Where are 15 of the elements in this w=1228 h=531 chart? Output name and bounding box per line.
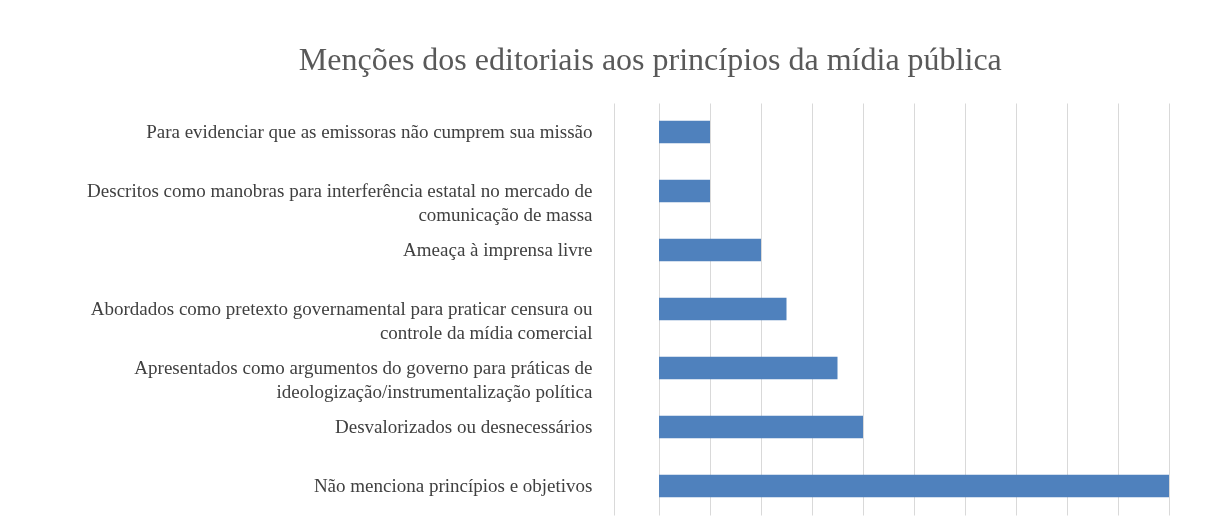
bar xyxy=(659,120,710,144)
y-tick-label: Não menciona princípios e objetivos xyxy=(313,475,593,497)
bar xyxy=(659,474,1169,498)
chart-title: Menções dos editoriais aos princípios da mídia pública xyxy=(298,41,1002,77)
bar xyxy=(659,415,863,439)
y-tick-label: Descritos como manobras para interferência estatal no mercado de comunicação de massa xyxy=(87,179,594,225)
y-tick-label: Para evidenciar que as emissoras não cumprem sua missão xyxy=(146,120,593,142)
bar xyxy=(659,297,787,321)
bar xyxy=(659,356,838,380)
y-tick-label: Desvalorizados ou desnecessários xyxy=(335,416,593,438)
y-tick-label: Ameaça à imprensa livre xyxy=(403,238,593,260)
bar xyxy=(659,238,761,262)
bar xyxy=(659,179,710,203)
y-tick-label: Abordados como pretexto governamental para praticar censura ou controle da mídia comercial xyxy=(90,298,593,343)
y-tick-label: Apresentados como argumentos do governo para práticas de ideologização/instrumentalização política xyxy=(134,357,594,403)
